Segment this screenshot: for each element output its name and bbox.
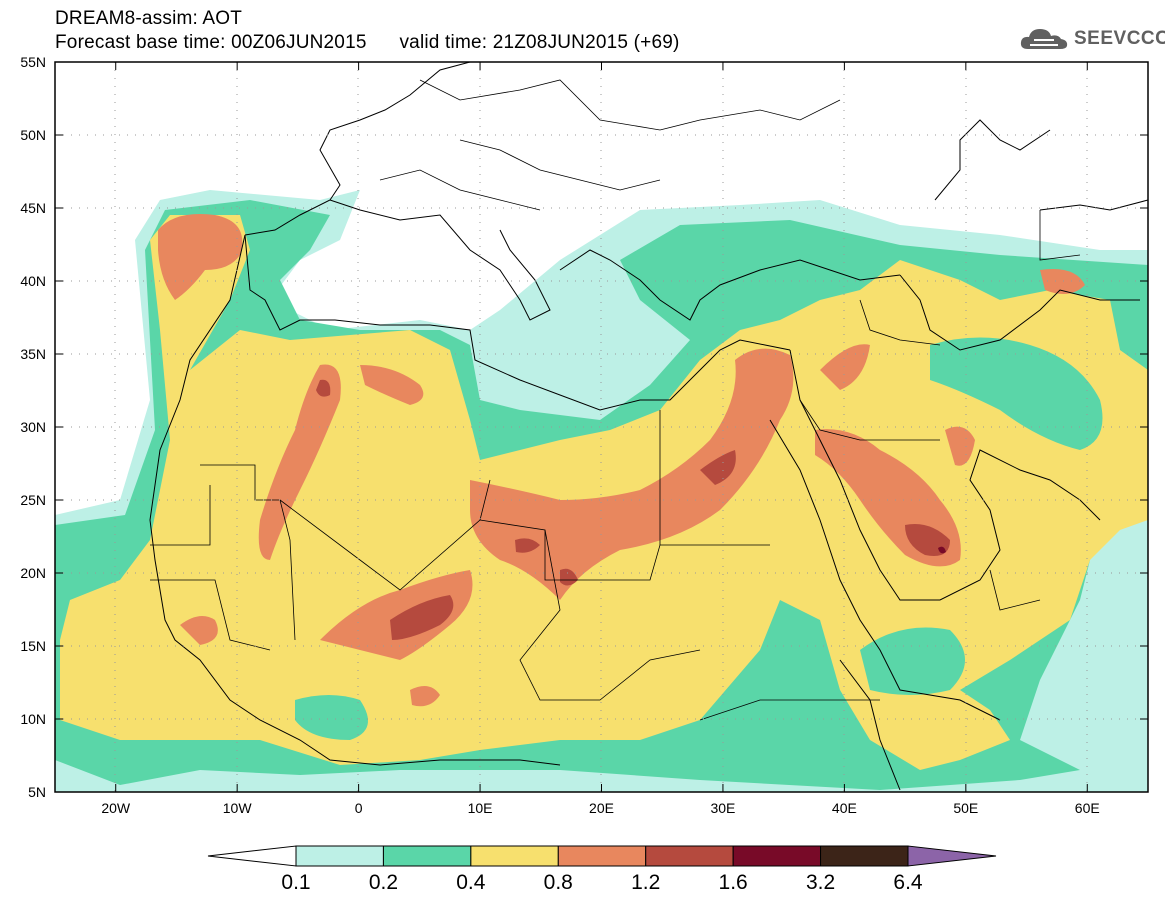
colorbar-level-label: 1.6	[718, 871, 748, 894]
aot-band-1-2-libya	[515, 538, 540, 553]
colorbar-under-arrow	[207, 845, 297, 867]
lat-tick-label: 40N	[20, 273, 46, 289]
map-title: DREAM8-assim: AOT	[55, 8, 243, 29]
colorbar-bin	[645, 845, 734, 867]
aot-band-0-8-morocco	[258, 364, 341, 560]
aot-band-0-8-gulf	[945, 426, 975, 466]
colorbar-bin	[470, 845, 559, 867]
base-time-label: Forecast base time: 00Z06JUN2015	[55, 32, 367, 53]
lat-lon-grid	[55, 62, 1148, 792]
aot-band-0-8-sahel	[320, 570, 473, 660]
aot-band-0-8-iraq	[820, 344, 870, 390]
colorbar-level-label: 1.2	[631, 871, 661, 894]
lon-tick-label: 60E	[1074, 800, 1100, 816]
lon-tick-label: 50E	[953, 800, 979, 816]
lon-tick-label: 20W	[101, 800, 131, 816]
aot-band-0-8-iberia	[158, 214, 243, 300]
cloud-icon	[1020, 29, 1068, 49]
lat-tick-label: 15N	[20, 638, 46, 654]
lat-tick-label: 25N	[20, 492, 46, 508]
colorbar-level-label: 0.4	[456, 871, 486, 894]
aot-band-0-8-iran	[1040, 269, 1085, 294]
lat-tick-label: 30N	[20, 419, 46, 435]
lat-tick-label: 50N	[20, 127, 46, 143]
lat-tick-label: 20N	[20, 565, 46, 581]
aot-patch-green-a	[930, 337, 1103, 450]
lat-tick-label: 35N	[20, 346, 46, 362]
lon-tick-label: 10W	[222, 800, 252, 816]
colorbar-bin	[382, 845, 472, 867]
colorbar-level-label: 3.2	[805, 871, 836, 894]
colorbar-level-label: 6.4	[893, 871, 923, 894]
colorbar-level-label: 0.1	[281, 871, 311, 894]
colorbar-level-label: 0.2	[368, 871, 399, 894]
lat-tick-label: 45N	[20, 200, 46, 216]
colorbar-bin	[295, 845, 384, 867]
aot-band-1-6	[938, 546, 946, 554]
lon-tick-label: 30E	[710, 800, 736, 816]
aot-band-1-2-morocco	[316, 379, 331, 397]
lat-tick-label: 5N	[28, 784, 46, 800]
colorbar-bin	[820, 845, 909, 867]
colorbar-level-label: 0.8	[543, 871, 573, 894]
lon-tick-label: 0	[354, 800, 363, 816]
colorbar-over-arrow	[907, 845, 997, 867]
lon-tick-label: 20E	[589, 800, 614, 816]
aot-band-0-8-nigeria	[410, 686, 440, 707]
aot-patch-green-c	[295, 695, 368, 740]
lat-tick-label: 10N	[20, 711, 46, 727]
colorbar	[207, 845, 997, 867]
colorbar-bin	[732, 845, 822, 867]
lon-tick-label: 40E	[831, 800, 857, 816]
logo-text: SEEVCCC	[1074, 28, 1165, 49]
lat-tick-label: 55N	[20, 54, 46, 70]
colorbar-bin	[557, 845, 647, 867]
aot-band-0-8-senegal	[180, 616, 218, 645]
aot-band-0-8-algeria	[360, 365, 424, 405]
aot-band-1-2-chad	[560, 568, 578, 586]
coastlines	[149, 62, 1148, 791]
seevccc-logo: SEEVCCC	[1018, 24, 1165, 54]
aot-patch-green-b	[860, 627, 965, 695]
valid-time-label: valid time: 21Z08JUN2015 (+69)	[399, 32, 680, 53]
forecast-times: Forecast base time: 00Z06JUN2015 valid t…	[55, 32, 680, 54]
aot-band-0-8-libya-egypt	[470, 348, 794, 600]
axis-ticks	[55, 61, 1148, 793]
aot-field	[55, 62, 1148, 792]
lon-tick-label: 10E	[467, 800, 493, 816]
aot-band-1-2-sahel	[390, 595, 454, 640]
country-borders	[150, 79, 1081, 721]
aot-band-1-2-egypt	[700, 450, 736, 485]
